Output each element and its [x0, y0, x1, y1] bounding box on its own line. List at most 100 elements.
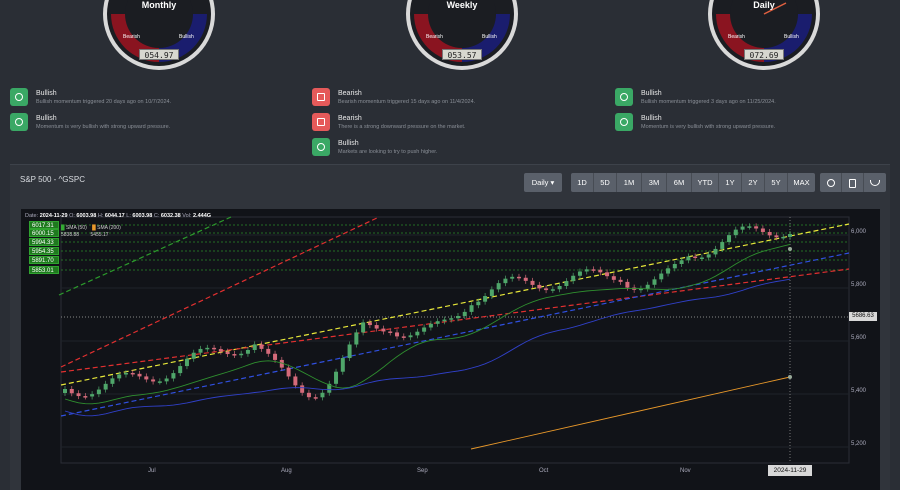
candle-body	[83, 396, 88, 398]
signal-desc: Bullish momentum triggered 3 days ago on…	[641, 98, 776, 105]
candle-body	[103, 383, 108, 390]
sma50-value: 5838.88	[61, 232, 80, 238]
signal-item: Bullish Momentum is very bullish with str…	[10, 111, 290, 133]
candle-body	[584, 269, 589, 272]
price-chart[interactable]: Date: 2024-11-29 O: 6003.98 H: 6044.17 L…	[21, 209, 880, 490]
gauge-value: 053.57	[442, 49, 482, 60]
range-2y-button[interactable]: 2Y	[742, 173, 765, 192]
trend-line-red-lower	[60, 268, 850, 373]
candle-body	[754, 226, 759, 229]
scale-button[interactable]	[864, 173, 886, 192]
candle-body	[767, 231, 772, 236]
candle-body	[693, 256, 698, 259]
level-label: 5954.35	[29, 247, 59, 255]
candle-body	[151, 379, 156, 382]
range-5d-button[interactable]: 5D	[594, 173, 617, 192]
y-tick-label: 5,800	[851, 282, 867, 288]
candle-body	[611, 276, 616, 280]
candle-body	[388, 331, 393, 333]
candle-body	[144, 376, 149, 380]
candle-body	[401, 336, 406, 338]
gauge-icon	[312, 138, 330, 156]
ohlc-high-label: H:	[97, 213, 104, 219]
candle-body	[781, 236, 786, 239]
current-price-label: 5686.63	[849, 312, 877, 321]
calculator-button[interactable]	[842, 173, 864, 192]
signal-item: Bearish There is a strong downward pressu…	[312, 111, 592, 133]
candle-body	[374, 325, 379, 329]
signal-title: Bearish	[338, 114, 362, 122]
range-max-button[interactable]: MAX	[788, 173, 815, 192]
signal-title: Bullish	[641, 114, 662, 122]
candle-body	[191, 352, 196, 359]
candle-body	[96, 389, 101, 395]
candle-body	[530, 280, 535, 285]
signal-item: Bullish Bullish momentum triggered 20 day…	[10, 86, 290, 108]
candle-body	[415, 331, 420, 336]
interval-dropdown[interactable]: Daily ▾	[524, 173, 562, 192]
ohlc-low-label: L:	[126, 213, 131, 219]
range-1y-button[interactable]: 1Y	[719, 173, 742, 192]
ohlc-volume: 2.444G	[193, 213, 212, 219]
sma200-marker	[788, 375, 792, 379]
chart-icon	[312, 113, 330, 131]
trend-line-yellow	[60, 223, 850, 386]
ohlc-open-label: O:	[69, 213, 75, 219]
panel-title: S&P 500 - ^GSPC	[20, 175, 85, 184]
candle-body	[666, 268, 671, 274]
candle-body	[638, 288, 643, 291]
candle-body	[496, 283, 501, 290]
candle-body	[354, 332, 359, 345]
candle-body	[442, 319, 447, 322]
candle-body	[564, 281, 569, 287]
ohlc-low: 6003.98	[132, 213, 153, 219]
candle-body	[774, 235, 779, 238]
candle-body	[489, 289, 494, 297]
range-ytd-button[interactable]: YTD	[692, 173, 719, 192]
range-1m-button[interactable]: 1M	[617, 173, 642, 192]
candle-body	[605, 272, 610, 277]
candle-body	[625, 281, 630, 288]
sma-line	[64, 278, 791, 417]
range-1d-button[interactable]: 1D	[571, 173, 594, 192]
candle-body	[469, 305, 474, 312]
range-5y-button[interactable]: 5Y	[765, 173, 788, 192]
signal-desc: Momentum is very bullish with strong upw…	[641, 123, 776, 130]
candle-body	[252, 344, 257, 350]
candle-body	[361, 322, 366, 333]
candle-body	[245, 349, 250, 354]
gauge-value: 054.97	[139, 49, 179, 60]
candle-body	[699, 257, 704, 260]
ohlc-high: 6044.17	[104, 213, 125, 219]
settings-button[interactable]	[820, 173, 842, 192]
candle-body	[788, 234, 792, 237]
candle-body	[422, 327, 427, 332]
level-label: 5994.33	[29, 238, 59, 246]
x-tick-label: Jul	[148, 468, 156, 474]
weekly-gauge: Weekly Bearish Bullish 053.57	[404, 0, 520, 74]
candle-body	[706, 254, 711, 258]
gauge-bullish-label: Bullish	[179, 34, 194, 40]
level-label: 6000.15	[29, 229, 59, 237]
candle-body	[598, 269, 603, 273]
candle-body	[672, 264, 677, 269]
gauge-icon	[615, 88, 633, 106]
candle-body	[123, 372, 128, 375]
candle-body	[320, 392, 325, 398]
candle-body	[184, 358, 189, 367]
chart-icon	[312, 88, 330, 106]
gauge-dial	[406, 0, 518, 70]
signal-desc: Markets are looking to try to push highe…	[338, 148, 438, 155]
sma50-label: SMA (50)	[65, 225, 87, 231]
sma200-line	[470, 376, 791, 450]
candle-body	[367, 322, 372, 326]
candle-body	[618, 279, 623, 282]
sma-line	[64, 243, 791, 405]
candle-body	[76, 393, 81, 397]
signal-title: Bullish	[36, 114, 57, 122]
candle-body	[259, 344, 264, 349]
range-3m-button[interactable]: 3M	[642, 173, 667, 192]
range-6m-button[interactable]: 6M	[667, 173, 692, 192]
candle-body	[428, 323, 433, 328]
monthly-gauge: Monthly Bearish Bullish 054.97	[101, 0, 217, 74]
